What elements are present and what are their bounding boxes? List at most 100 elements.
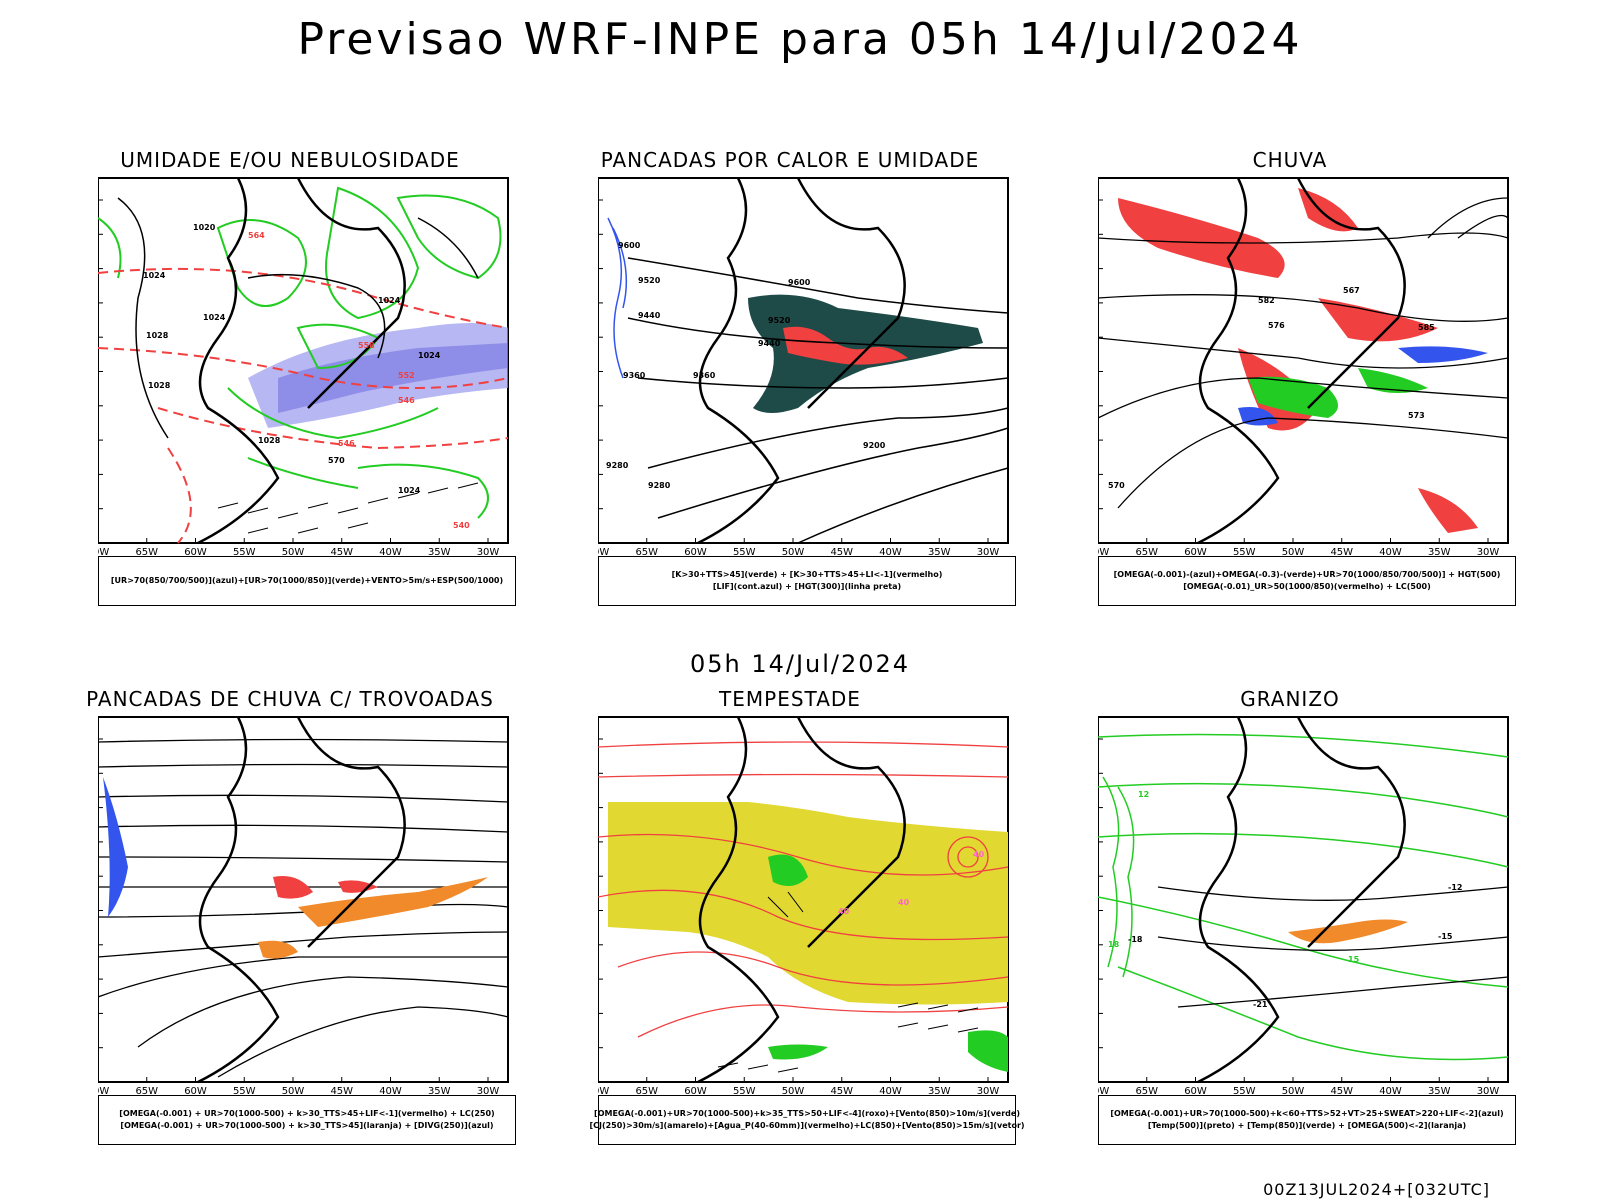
- lon-tick-label: 70W: [598, 1086, 609, 1097]
- hgt-contours: [627, 257, 1009, 544]
- legend-line: [UR>70(850/700/500)](azul)+[UR>70(1000/8…: [110, 576, 504, 585]
- contour-label: -12: [1448, 883, 1462, 892]
- contour-label: 552: [398, 371, 415, 380]
- panel-legend: [OMEGA(-0.001)-(azul)+OMEGA(-0.3)-(verde…: [1098, 556, 1516, 606]
- contour-label: 564: [248, 231, 265, 240]
- thunderstorm-areas: [273, 876, 378, 899]
- contour-label: 1024: [143, 271, 166, 280]
- boundary: [796, 716, 906, 948]
- panel-tempestade: TEMPESTADE: [589, 687, 1078, 1187]
- panel-title: PANCADAS DE CHUVA C/ TROVOADAS: [86, 687, 494, 711]
- map-chuva: 582 576 570 585 573 567 12S15S18S21S24S2…: [1098, 177, 1509, 558]
- contour-label: 9280: [606, 461, 629, 470]
- panel-pancadas-trovoadas: PANCADAS DE CHUVA C/ TROVOADAS: [86, 687, 578, 1187]
- valid-time-subtitle: 05h 14/Jul/2024: [689, 650, 911, 678]
- boundary: [1296, 177, 1406, 409]
- contour-label: 558: [358, 341, 375, 350]
- instability-area: [783, 326, 908, 365]
- legend-line: [OMEGA(-0.001)-(azul)+OMEGA(-0.3)-(verde…: [1113, 570, 1501, 579]
- lon-tick-label: 65W: [135, 1086, 158, 1097]
- legend-line: [OMEGA(-0.001) + UR>70(1000-500) + k>30_…: [120, 1121, 494, 1130]
- lon-tick-label: 65W: [135, 547, 158, 558]
- wind-vectors: [717, 891, 979, 1073]
- legend-line: [OMEGA(-0.001) + UR>70(1000-500) + k>30_…: [119, 1109, 495, 1118]
- map-tempestade: 40 40 40 12S15S18S21S24S27S30S33S36S39S4…: [598, 716, 1009, 1097]
- contour-label: 12: [1138, 790, 1149, 799]
- panel-pancadas-calor: PANCADAS POR CALOR E UMIDADE 9600: [598, 148, 1078, 648]
- contour-label: 540: [453, 521, 470, 530]
- lon-tick-label: 35W: [928, 547, 951, 558]
- lif-contours: [607, 217, 628, 379]
- contour-label: 1024: [378, 296, 401, 305]
- legend-line: [Temp(500)](preto) + [Temp(850)](verde) …: [1147, 1121, 1467, 1130]
- contour-label: 9360: [693, 371, 716, 380]
- contour-label: -21: [1253, 1000, 1268, 1009]
- coastline: [197, 716, 280, 1084]
- contour-label: 576: [1268, 321, 1285, 330]
- contour-labels: 40 40 40: [838, 850, 985, 916]
- lon-tick-label: 45W: [1330, 547, 1353, 558]
- contour-labels: 1020 1024 1024 1028 1028 1024 1028 1024 …: [143, 223, 470, 530]
- contour-label: 570: [328, 456, 345, 465]
- lon-tick-label: 50W: [1282, 1086, 1305, 1097]
- panel-chuva: CHUVA: [1098, 148, 1578, 648]
- legend-line: [OMEGA(-0.001)+UR>70(1000-500)+k<60+TTS>…: [1110, 1109, 1504, 1118]
- lon-tick-label: 35W: [428, 1086, 451, 1097]
- lon-tick-label: 70W: [98, 547, 109, 558]
- contour-label: 9360: [623, 371, 646, 380]
- contour-label: 9280: [648, 481, 671, 490]
- lon-tick-label: 30W: [477, 547, 500, 558]
- panel-title: GRANIZO: [1240, 687, 1340, 711]
- lon-tick-label: 55W: [733, 1086, 756, 1097]
- wind-vectors: [217, 482, 479, 534]
- humidity-core: [278, 343, 508, 413]
- coastline: [697, 177, 780, 545]
- panel-title: CHUVA: [1252, 148, 1328, 172]
- lon-tick-label: 60W: [184, 547, 207, 558]
- contour-label: 40: [973, 850, 985, 859]
- contour-label: 9200: [863, 441, 886, 450]
- lon-tick-label: 30W: [977, 547, 1000, 558]
- lon-tick-label: 70W: [1098, 1086, 1109, 1097]
- lon-tick-label: 45W: [330, 1086, 353, 1097]
- lon-tick-label: 55W: [733, 547, 756, 558]
- map-pancadas-trovoadas: 12S15S18S21S24S27S30S33S36S39S42S70W65W6…: [98, 716, 509, 1097]
- lon-tick-label: 30W: [477, 1086, 500, 1097]
- legend-line: [K>30+TTS>45](verde) + [K>30+TTS>45+LI<-…: [671, 570, 943, 579]
- lon-tick-label: 30W: [1477, 547, 1500, 558]
- lon-tick-label: 40W: [379, 547, 402, 558]
- map-granizo: -12 -15 -18 -21 12 15 18 12S15S18S21S24S…: [1098, 716, 1509, 1097]
- contour-label: 1020: [193, 223, 216, 232]
- shower-areas: [258, 877, 488, 959]
- panel-title: UMIDADE E/OU NEBULOSIDADE: [120, 148, 460, 172]
- contour-label: 40: [838, 907, 850, 916]
- lon-tick-label: 45W: [1330, 1086, 1353, 1097]
- isobar-contours: [117, 197, 479, 439]
- contour-labels: -12 -15 -18 -21 12 15 18: [1108, 790, 1462, 1009]
- panel-umidade: UMIDADE E/OU NEBULOSIDADE: [98, 148, 578, 648]
- contour-label: -15: [1438, 932, 1453, 941]
- contour-label: 9440: [758, 339, 781, 348]
- lon-tick-label: 65W: [635, 1086, 658, 1097]
- lon-tick-label: 45W: [830, 547, 853, 558]
- lon-tick-label: 55W: [233, 1086, 256, 1097]
- panel-legend: [OMEGA(-0.001)+UR>70(1000-500)+k<60+TTS>…: [1098, 1095, 1516, 1145]
- page-title: Previsao WRF-INPE para 05h 14/Jul/2024: [297, 14, 1303, 65]
- run-info-footer: 00Z13JUL2024+[032UTC]: [1263, 1180, 1490, 1199]
- panel-legend: [UR>70(850/700/500)](azul)+[UR>70(1000/8…: [98, 556, 516, 606]
- lon-tick-label: 50W: [782, 1086, 805, 1097]
- lon-tick-label: 30W: [1477, 1086, 1500, 1097]
- lon-tick-label: 60W: [684, 1086, 707, 1097]
- contour-label: 570: [1108, 481, 1125, 490]
- lon-tick-label: 70W: [98, 1086, 109, 1097]
- coastline: [197, 177, 280, 545]
- legend-line: [CJ(250)>30m/s](amarelo)+[Agua_P(40-60mm…: [589, 1121, 1025, 1130]
- streamlines: [598, 741, 1009, 1038]
- lon-tick-label: 50W: [1282, 547, 1305, 558]
- contour-label: 9440: [638, 311, 661, 320]
- contour-label: 1028: [148, 381, 171, 390]
- lon-tick-label: 40W: [379, 1086, 402, 1097]
- lon-tick-label: 40W: [879, 1086, 902, 1097]
- panel-legend: [OMEGA(-0.001) + UR>70(1000-500) + k>30_…: [98, 1095, 516, 1145]
- temp500-contours: [1157, 886, 1509, 1008]
